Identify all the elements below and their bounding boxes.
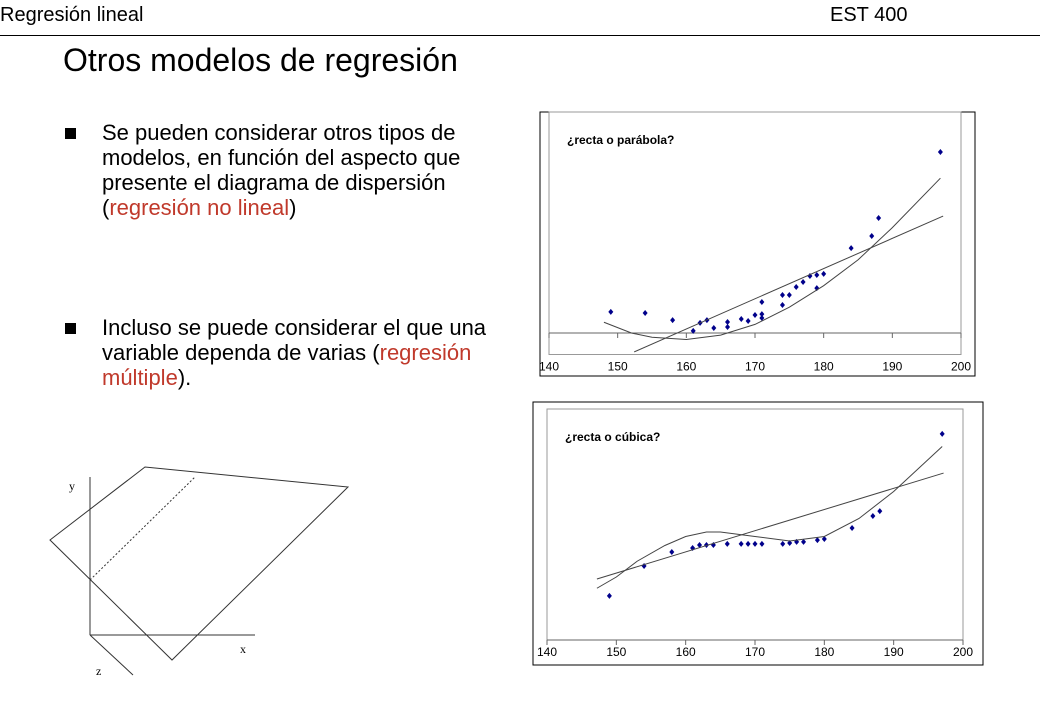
data-point bbox=[690, 327, 696, 334]
fit-line bbox=[596, 472, 944, 580]
axis-label: x bbox=[240, 642, 246, 656]
data-point bbox=[937, 148, 943, 155]
data-point bbox=[745, 540, 751, 547]
data-point bbox=[669, 549, 675, 556]
data-point bbox=[738, 540, 744, 547]
data-point bbox=[793, 283, 799, 290]
data-point bbox=[697, 542, 703, 549]
axis-label: z bbox=[96, 664, 101, 678]
data-point bbox=[711, 325, 717, 332]
text: ) bbox=[289, 195, 297, 220]
data-point bbox=[801, 538, 807, 545]
x-tick-label: 170 bbox=[745, 360, 765, 374]
header-left: Regresión lineal bbox=[0, 4, 144, 26]
bullet-text: Se pueden considerar otros tipos de mode… bbox=[102, 120, 507, 220]
data-point bbox=[608, 308, 614, 315]
data-point bbox=[939, 430, 945, 437]
bullet-marker bbox=[65, 128, 76, 139]
axis bbox=[89, 634, 134, 676]
data-point bbox=[876, 214, 882, 221]
data-point bbox=[786, 291, 792, 298]
x-tick-label: 140 bbox=[539, 360, 559, 374]
chart-title: ¿recta o parábola? bbox=[567, 133, 674, 147]
highlight: regresión no lineal bbox=[109, 195, 290, 220]
data-point bbox=[759, 311, 765, 318]
data-point bbox=[800, 279, 806, 286]
data-point bbox=[821, 270, 827, 277]
slide-title: Otros modelos de regresión bbox=[63, 42, 458, 78]
fit-line bbox=[633, 215, 944, 353]
data-point bbox=[759, 540, 765, 547]
highlight: regresión múltiple bbox=[102, 340, 472, 390]
chart-title: ¿recta o cúbica? bbox=[565, 430, 660, 444]
chart-frame bbox=[532, 401, 984, 666]
x-tick-label: 180 bbox=[814, 645, 834, 659]
data-point bbox=[848, 245, 854, 252]
bullet: Se pueden considerar otros tipos de mode… bbox=[65, 120, 505, 220]
data-point bbox=[759, 314, 765, 321]
data-point bbox=[759, 299, 765, 306]
data-point bbox=[752, 311, 758, 318]
text: ). bbox=[177, 365, 192, 390]
bullet-text: Incluso se puede considerar el que una v… bbox=[102, 315, 507, 390]
bullet-marker bbox=[65, 323, 76, 334]
bullet: Incluso se puede considerar el que una v… bbox=[65, 315, 505, 390]
x-tick-label: 200 bbox=[951, 360, 971, 374]
plot-area bbox=[548, 111, 962, 355]
x-tick-label: 190 bbox=[882, 360, 902, 374]
data-point bbox=[606, 592, 612, 599]
data-point bbox=[849, 524, 855, 531]
data-point bbox=[787, 540, 793, 547]
chart: ¿recta o cúbica? 140 150 160 170 180 190 200 bbox=[532, 401, 984, 666]
chart-frame bbox=[539, 111, 976, 377]
x-tick-label: 200 bbox=[953, 645, 973, 659]
fit-line bbox=[596, 446, 943, 589]
data-point bbox=[745, 317, 751, 324]
data-point bbox=[725, 319, 731, 326]
plane-diagram bbox=[49, 466, 350, 676]
data-point bbox=[670, 317, 676, 324]
chart: ¿recta o parábola? 140 150 160 170 180 190 200 bbox=[539, 111, 976, 377]
data-point bbox=[821, 535, 827, 542]
data-point bbox=[725, 323, 731, 330]
data-point bbox=[752, 540, 758, 547]
x-tick-label: 140 bbox=[537, 645, 557, 659]
x-tick-label: 170 bbox=[745, 645, 765, 659]
data-point bbox=[814, 271, 820, 278]
data-point bbox=[642, 310, 648, 317]
x-tick-label: 150 bbox=[606, 645, 626, 659]
text: Se pueden considerar otros tipos de mode… bbox=[102, 120, 461, 220]
fit-line bbox=[603, 177, 941, 340]
header-right: EST 400 bbox=[830, 4, 908, 26]
data-point bbox=[724, 540, 730, 547]
text: Incluso se puede considerar el que una v… bbox=[102, 315, 487, 365]
data-point bbox=[779, 302, 785, 309]
x-tick-label: 160 bbox=[676, 645, 696, 659]
x-tick-label: 160 bbox=[676, 360, 696, 374]
x-tick-label: 150 bbox=[608, 360, 628, 374]
header-rule bbox=[0, 35, 1040, 36]
data-point bbox=[814, 537, 820, 544]
plane bbox=[49, 466, 350, 661]
data-point bbox=[870, 513, 876, 520]
dotted-line bbox=[89, 476, 196, 581]
data-point bbox=[780, 540, 786, 547]
data-point bbox=[869, 233, 875, 240]
x-tick-label: 190 bbox=[884, 645, 904, 659]
data-point bbox=[779, 291, 785, 298]
data-point bbox=[738, 316, 744, 323]
data-point bbox=[877, 508, 883, 515]
x-tick-label: 180 bbox=[814, 360, 834, 374]
axis-label: y bbox=[69, 479, 75, 493]
